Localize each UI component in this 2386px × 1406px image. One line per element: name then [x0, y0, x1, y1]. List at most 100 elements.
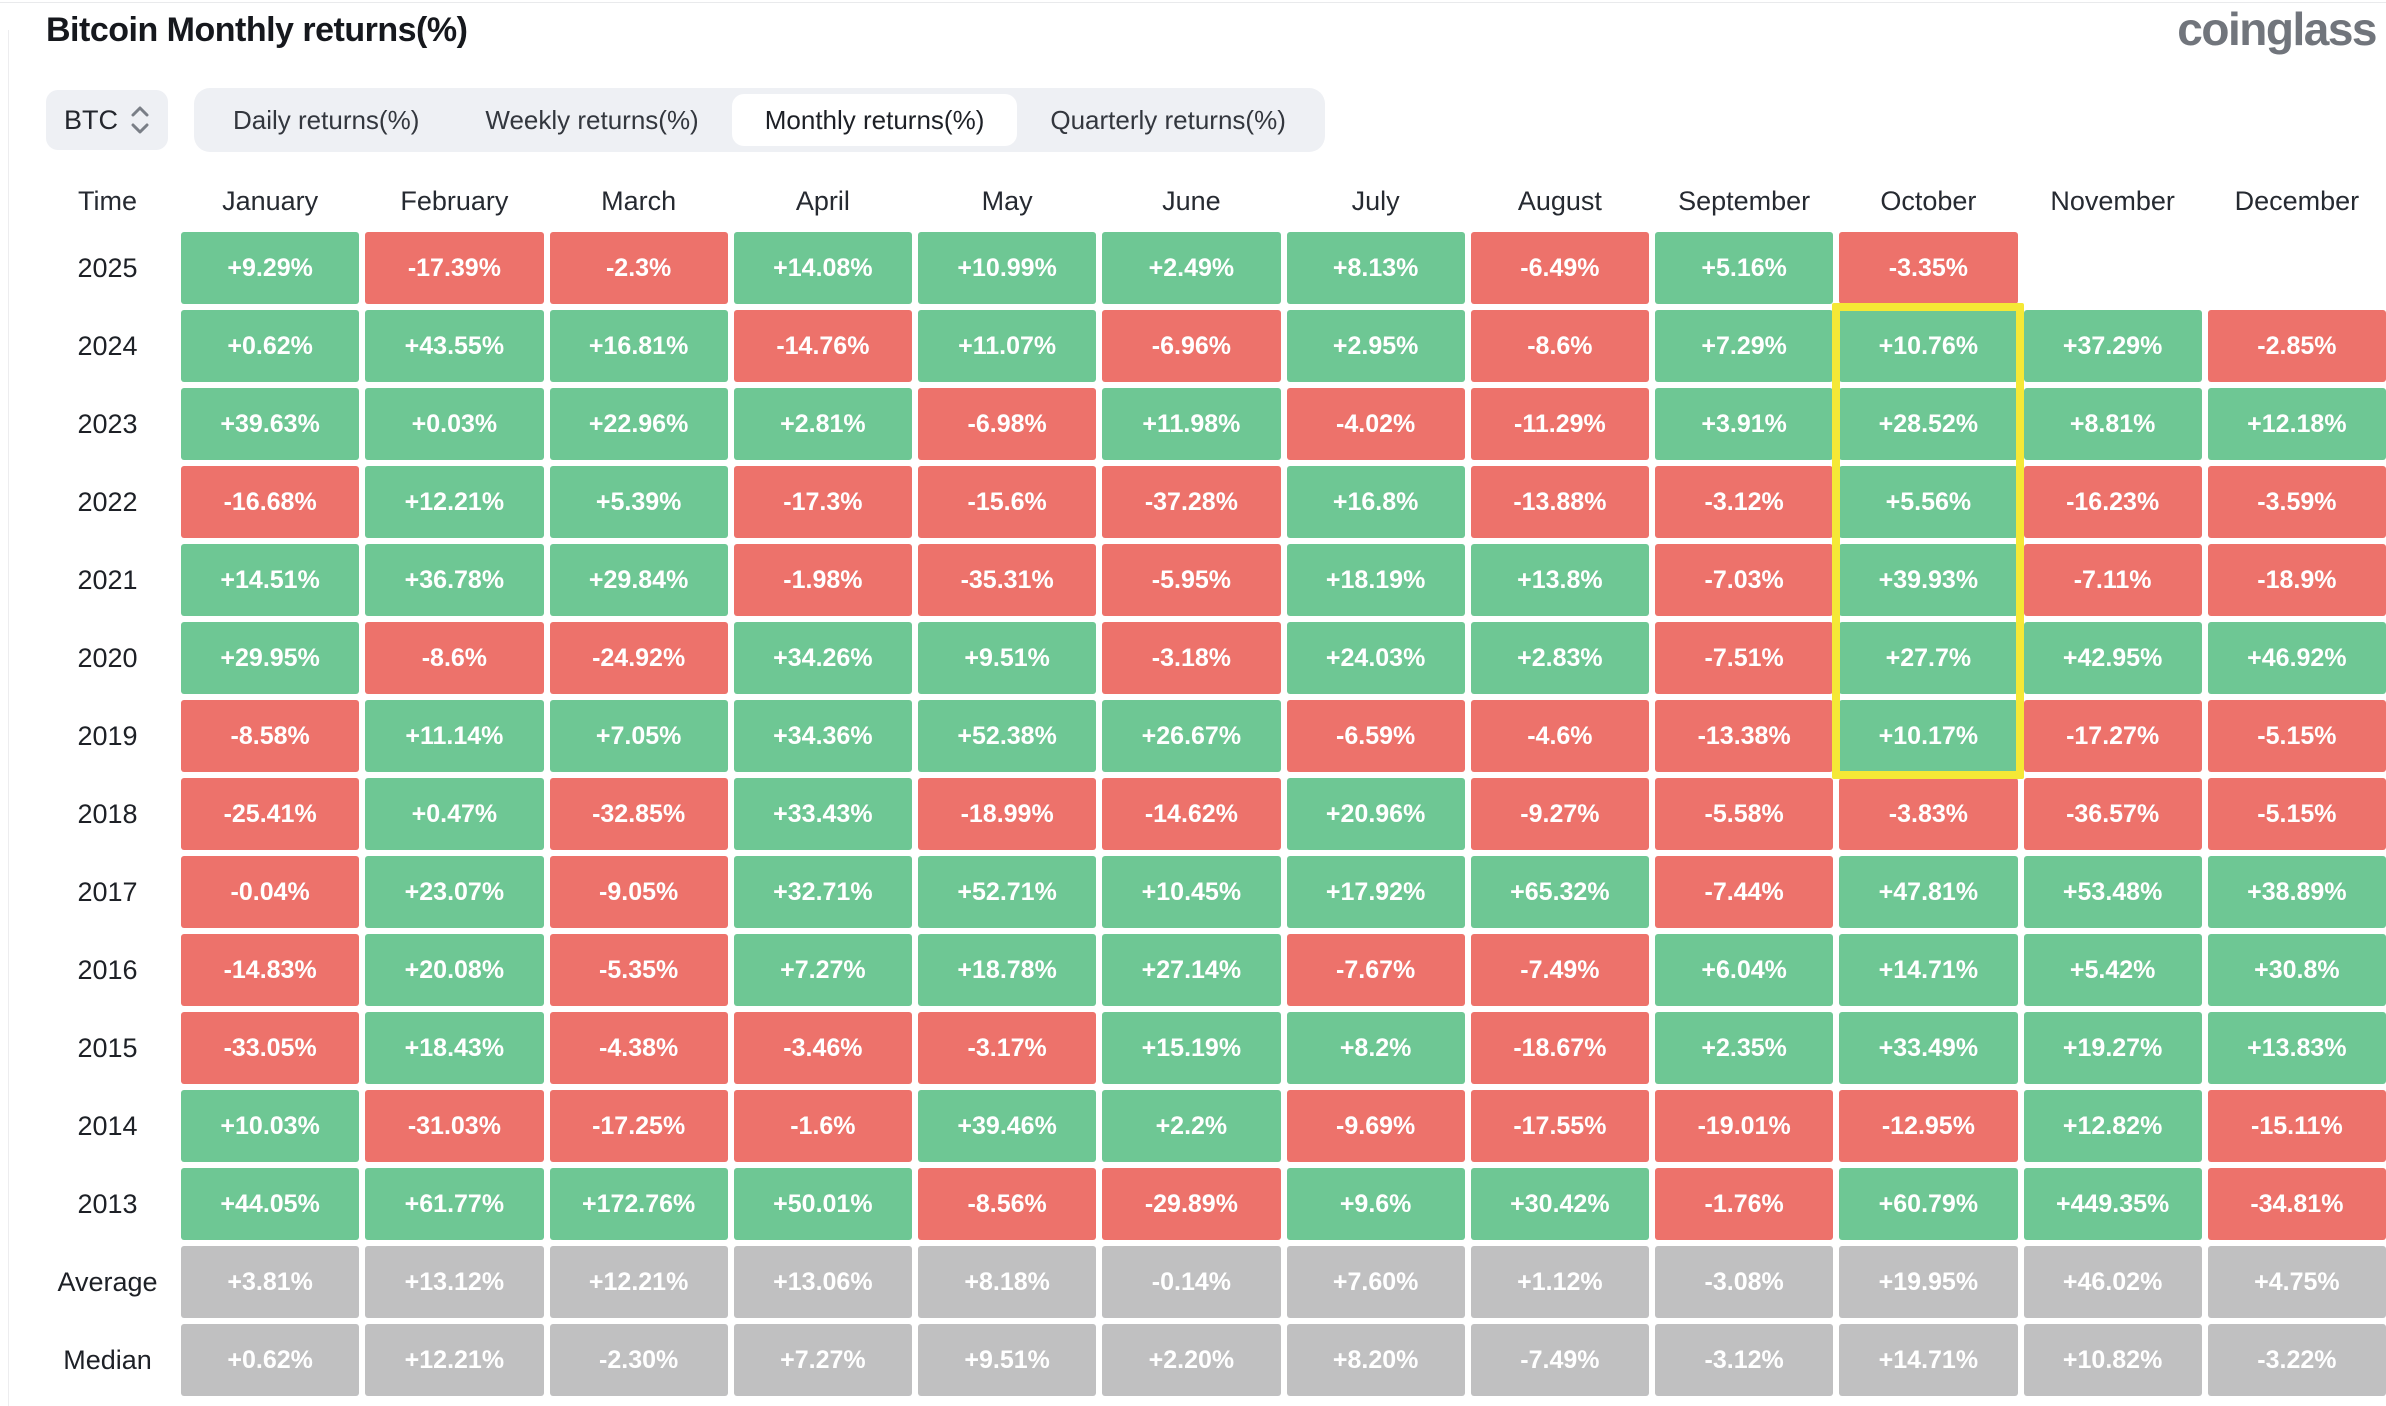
row-label-2015: 2015	[77, 1032, 138, 1063]
return-cell-2014-august: -17.55%	[1470, 1090, 1649, 1162]
return-cell-2017-march: -9.05%	[549, 856, 728, 928]
return-cell-2019-november: -17.27%	[2023, 700, 2202, 772]
return-cell-2013-august: +30.42%	[1470, 1168, 1649, 1240]
column-header-august: August	[1517, 185, 1602, 216]
return-cell-2024-december: -2.85%	[2207, 310, 2386, 382]
return-cell-2022-april: -17.3%	[733, 466, 912, 538]
return-cell-2024-october: +10.76%	[1839, 310, 2018, 382]
return-cell-2013-february: +61.77%	[365, 1168, 544, 1240]
return-cell-2013-july: +9.6%	[1286, 1168, 1465, 1240]
tab-daily-returns[interactable]: Daily returns(%)	[233, 105, 420, 135]
return-cell-median-november: +10.82%	[2023, 1324, 2202, 1396]
return-cell-2017-may: +52.71%	[918, 856, 1097, 928]
return-cell-2024-may: +11.07%	[918, 310, 1097, 382]
return-cell-2020-june: -3.18%	[1102, 622, 1281, 694]
tab-quarterly-returns[interactable]: Quarterly returns(%)	[1050, 105, 1286, 135]
return-cell-2025-september: +5.16%	[1655, 232, 1834, 304]
row-label-2016: 2016	[77, 954, 138, 985]
return-cell-2020-january: +29.95%	[181, 622, 360, 694]
return-cell-2021-december: -18.9%	[2207, 544, 2386, 616]
return-cell-2023-april: +2.81%	[733, 388, 912, 460]
return-cell-2019-may: +52.38%	[918, 700, 1097, 772]
return-cell-2018-november: -36.57%	[2023, 778, 2202, 850]
return-cell-2016-june: +27.14%	[1102, 934, 1281, 1006]
return-cell-2021-june: -5.95%	[1102, 544, 1281, 616]
return-cell-2020-march: -24.92%	[549, 622, 728, 694]
return-cell-2018-august: -9.27%	[1470, 778, 1649, 850]
column-header-time: Time	[78, 185, 137, 216]
return-cell-2017-april: +32.71%	[733, 856, 912, 928]
page-title: Bitcoin Monthly returns(%)	[46, 11, 468, 49]
return-cell-2017-october: +47.81%	[1839, 856, 2018, 928]
return-cell-2022-september: -3.12%	[1655, 466, 1834, 538]
return-cell-median-june: +2.20%	[1102, 1324, 1281, 1396]
row-label-2019: 2019	[77, 720, 138, 751]
return-cell-2019-january: -8.58%	[181, 700, 360, 772]
column-header-march: March	[601, 185, 677, 216]
tab-monthly-returns[interactable]: Monthly returns(%)	[731, 94, 1018, 146]
return-cell-2023-june: +11.98%	[1102, 388, 1281, 460]
row-label-2023: 2023	[77, 408, 138, 439]
return-cell-2016-february: +20.08%	[365, 934, 544, 1006]
return-cell-2025-october: -3.35%	[1839, 232, 2018, 304]
return-cell-2023-february: +0.03%	[365, 388, 544, 460]
return-cell-2022-july: +16.8%	[1286, 466, 1465, 538]
returns-period-tabs: Daily returns(%) Weekly returns(%) Monthly…	[194, 88, 1325, 152]
return-cell-2024-june: -6.96%	[1102, 310, 1281, 382]
tab-weekly-returns[interactable]: Weekly returns(%)	[485, 105, 699, 135]
return-cell-2013-october: +60.79%	[1839, 1168, 2018, 1240]
return-cell-2025-april: +14.08%	[733, 232, 912, 304]
return-cell-2023-may: -6.98%	[918, 388, 1097, 460]
return-cell-average-april: +13.06%	[733, 1246, 912, 1318]
column-header-february: February	[400, 185, 509, 216]
return-cell-2022-june: -37.28%	[1102, 466, 1281, 538]
return-cell-2022-august: -13.88%	[1470, 466, 1649, 538]
return-cell-2023-december: +12.18%	[2207, 388, 2386, 460]
return-cell-2025-march: -2.3%	[549, 232, 728, 304]
return-cell-2014-january: +10.03%	[181, 1090, 360, 1162]
return-cell-average-august: +1.12%	[1470, 1246, 1649, 1318]
return-cell-2025-february: -17.39%	[365, 232, 544, 304]
coinglass-logo: coinglass	[2177, 3, 2377, 55]
return-cell-2018-february: +0.47%	[365, 778, 544, 850]
return-cell-2019-october: +10.17%	[1839, 700, 2018, 772]
return-cell-2016-august: -7.49%	[1470, 934, 1649, 1006]
return-cell-2021-october: +39.93%	[1839, 544, 2018, 616]
return-cell-2014-april: -1.6%	[733, 1090, 912, 1162]
return-cell-2017-june: +10.45%	[1102, 856, 1281, 928]
return-cell-2019-february: +11.14%	[365, 700, 544, 772]
return-cell-2021-august: +13.8%	[1470, 544, 1649, 616]
return-cell-2024-february: +43.55%	[365, 310, 544, 382]
return-cell-2013-april: +50.01%	[733, 1168, 912, 1240]
return-cell-2024-july: +2.95%	[1286, 310, 1465, 382]
return-cell-2020-february: -8.6%	[365, 622, 544, 694]
return-cell-2021-january: +14.51%	[181, 544, 360, 616]
return-cell-2019-march: +7.05%	[549, 700, 728, 772]
return-cell-2018-september: -5.58%	[1655, 778, 1834, 850]
return-cell-2019-december: -5.15%	[2207, 700, 2386, 772]
symbol-select[interactable]: BTC	[46, 90, 168, 150]
return-cell-2024-november: +37.29%	[2023, 310, 2202, 382]
return-cell-2014-may: +39.46%	[918, 1090, 1097, 1162]
column-header-january: January	[222, 185, 319, 216]
return-cell-2020-september: -7.51%	[1655, 622, 1834, 694]
return-cell-2018-june: -14.62%	[1102, 778, 1281, 850]
row-label-2020: 2020	[77, 642, 138, 673]
return-cell-2016-december: +30.8%	[2207, 934, 2386, 1006]
return-cell-2015-november: +19.27%	[2023, 1012, 2202, 1084]
return-cell-2014-february: -31.03%	[365, 1090, 544, 1162]
return-cell-2017-july: +17.92%	[1286, 856, 1465, 928]
return-cell-2017-august: +65.32%	[1470, 856, 1649, 928]
return-cell-2013-january: +44.05%	[181, 1168, 360, 1240]
return-cell-median-april: +7.27%	[733, 1324, 912, 1396]
return-cell-2022-october: +5.56%	[1839, 466, 2018, 538]
column-header-december: December	[2234, 185, 2360, 216]
column-header-september: September	[1678, 185, 1811, 216]
return-cell-2022-november: -16.23%	[2023, 466, 2202, 538]
return-cell-2017-november: +53.48%	[2023, 856, 2202, 928]
return-cell-2022-march: +5.39%	[549, 466, 728, 538]
return-cell-2023-september: +3.91%	[1655, 388, 1834, 460]
return-cell-2020-april: +34.26%	[733, 622, 912, 694]
return-cell-2019-august: -4.6%	[1470, 700, 1649, 772]
